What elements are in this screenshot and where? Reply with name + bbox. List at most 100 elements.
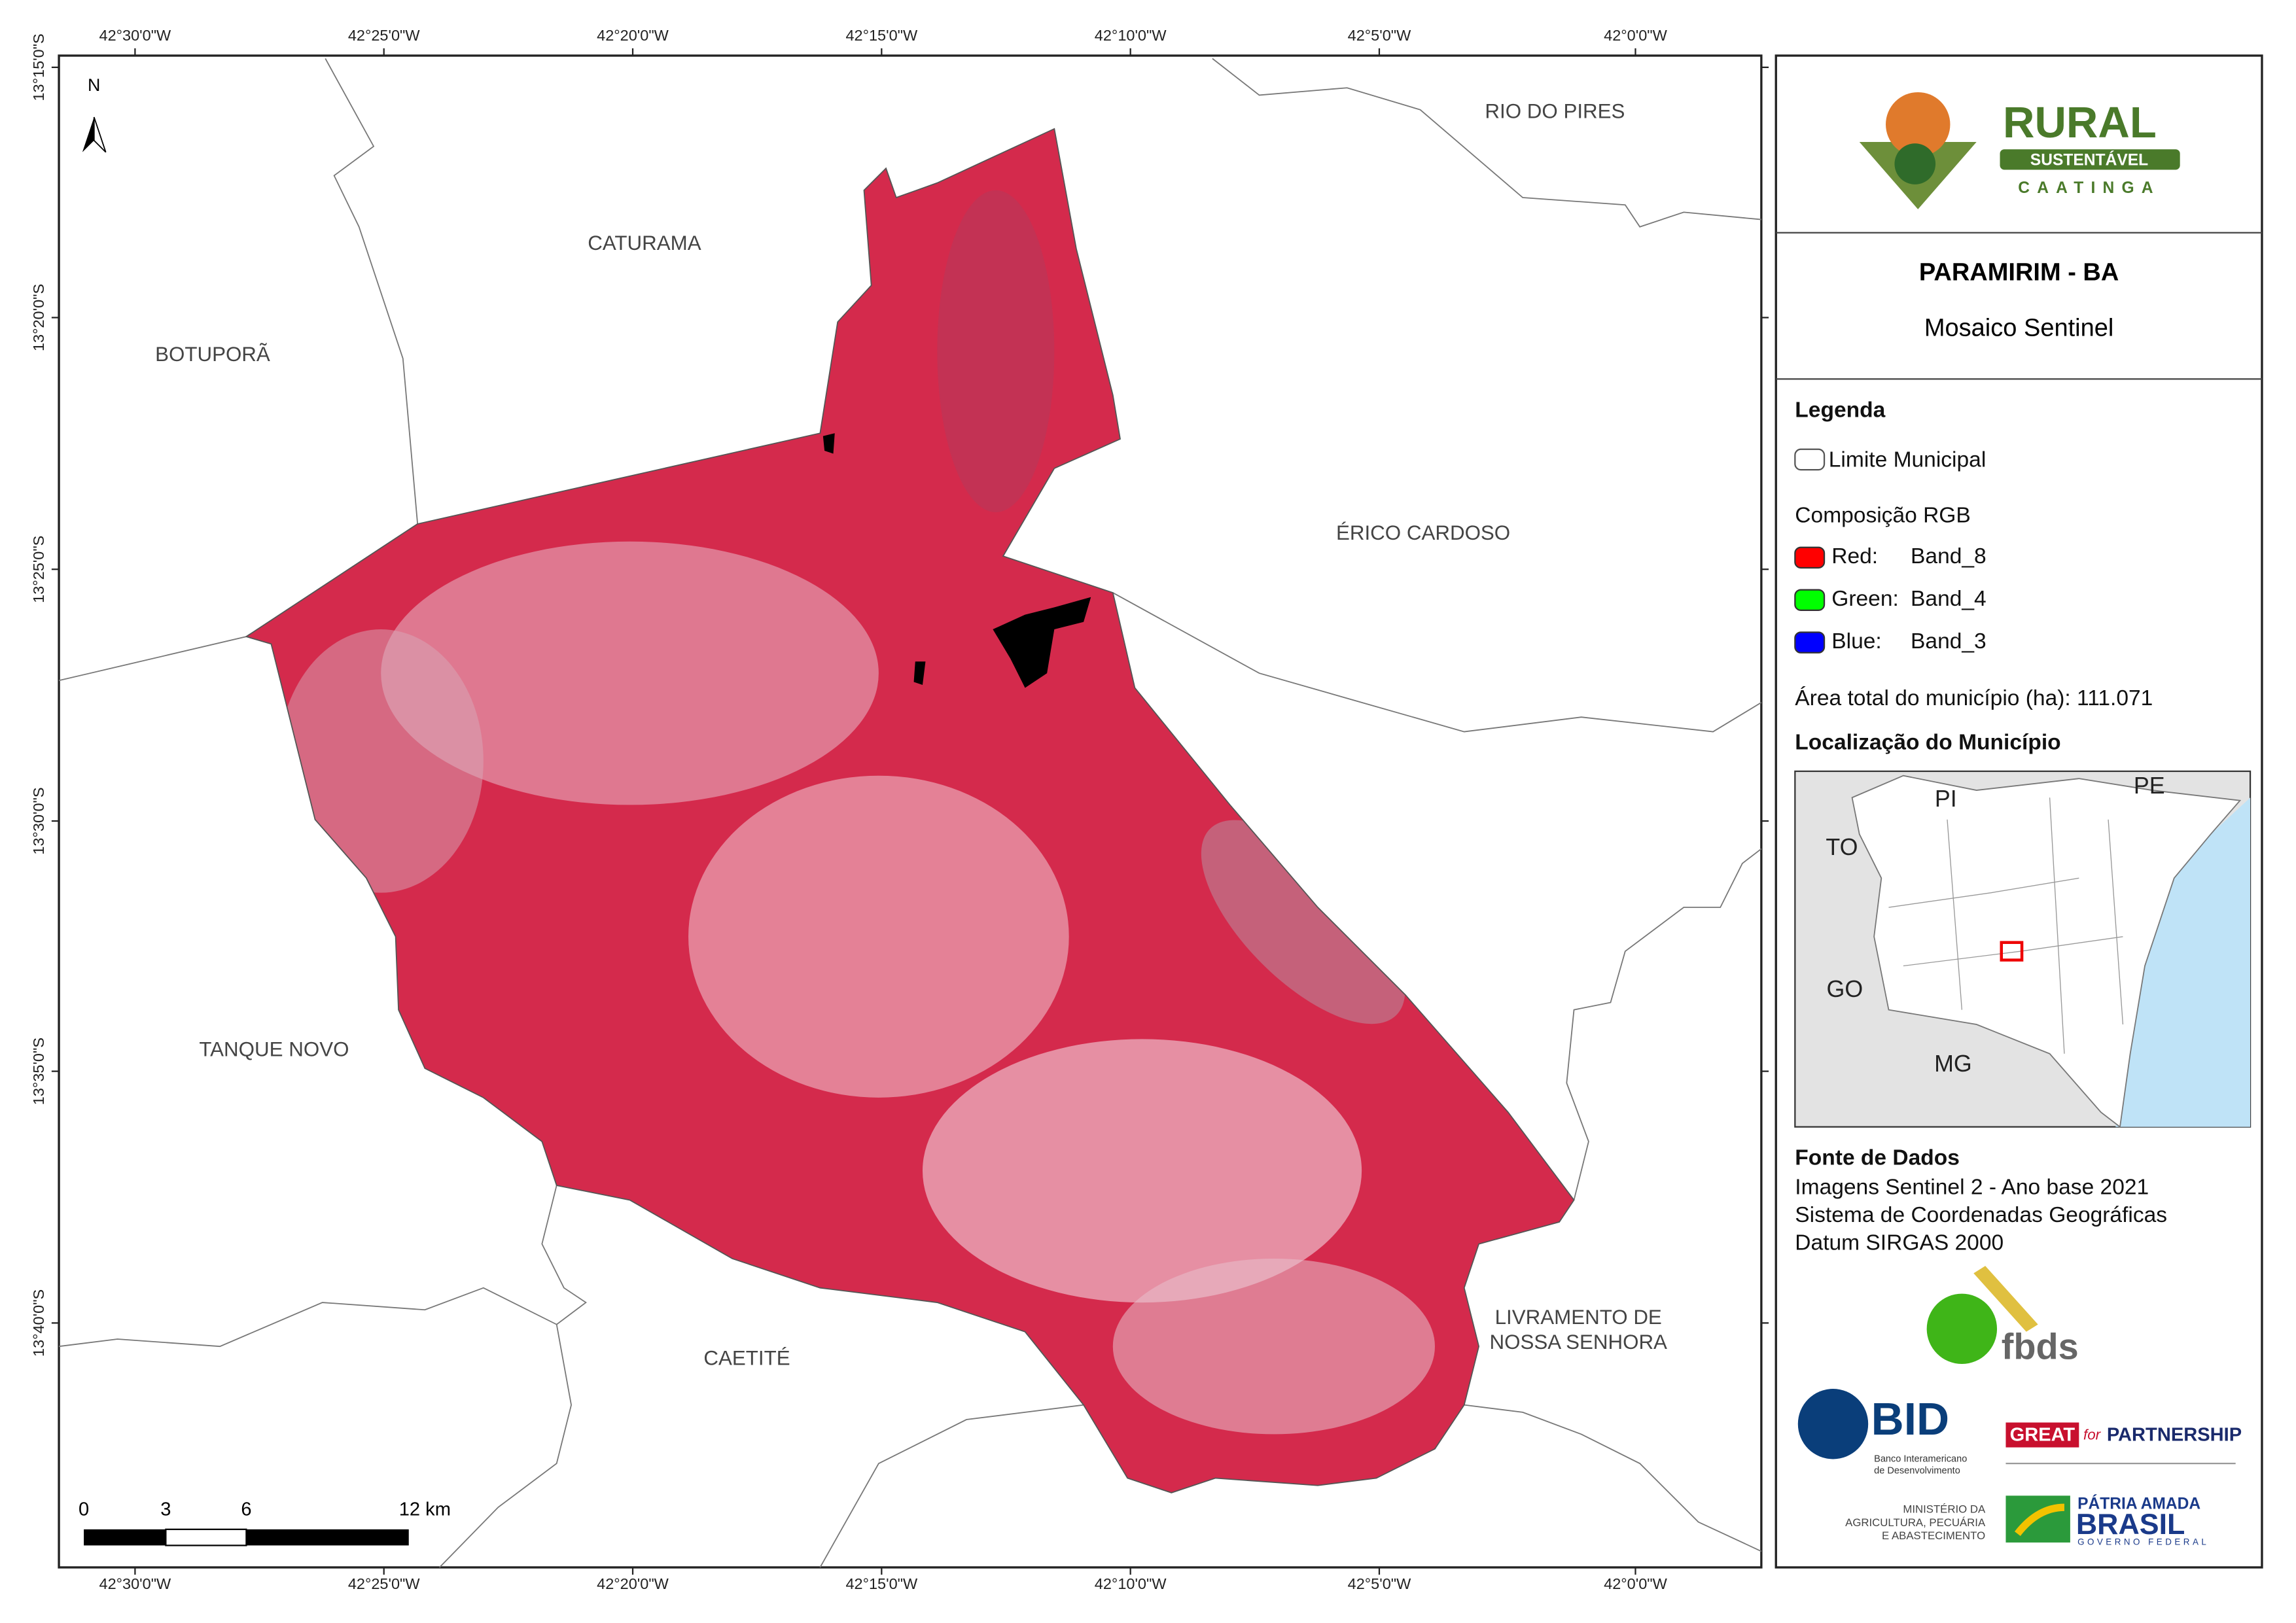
boundary-line	[1112, 592, 1762, 733]
latitude-label: 13°40'0"S	[30, 1289, 47, 1357]
place-label: CAETITÉ	[703, 1347, 790, 1370]
logo-shape	[1973, 1266, 2038, 1332]
scale-label: 6	[241, 1499, 251, 1520]
place-label: CATURAMA	[588, 232, 701, 254]
location-marker	[2000, 941, 2024, 962]
scale-bar	[84, 1528, 409, 1546]
longitude-label: 42°20'0"W	[597, 1575, 669, 1592]
logo-subtext: MINISTÉRIO DA AGRICULTURA, PECUÁRIA E ABAS…	[1845, 1503, 1986, 1542]
longitude-label: 42°30'0"W	[99, 1575, 172, 1592]
reservoir	[993, 597, 1091, 688]
longitude-label: 42°0'0"W	[1604, 1575, 1667, 1592]
arrow-half	[82, 116, 94, 152]
source-line: Sistema de Coordenadas Geográficas	[1795, 1203, 2167, 1227]
legend-band: Band_3	[1911, 629, 1987, 654]
dense-vegetation	[937, 190, 1055, 513]
longitude-label: 42°0'0"W	[1604, 27, 1667, 44]
legend-swatch	[1794, 448, 1826, 471]
scale-segment	[246, 1529, 409, 1546]
location-title: Localização do Município	[1795, 730, 2060, 754]
place-label: NOSSA SENHORA	[1489, 1331, 1667, 1353]
logo-text: SUSTENTÁVEL	[2030, 151, 2148, 169]
reservoir	[822, 433, 835, 454]
place-label: BOTUPORÃ	[155, 343, 270, 366]
legend-swatch	[1794, 589, 1826, 612]
logo-shape	[2014, 1503, 2065, 1537]
longitude-label: 42°10'0"W	[1095, 27, 1167, 44]
location-inset	[1794, 770, 2252, 1128]
inset-label: MG	[1934, 1051, 1972, 1077]
logo-text: GOVERNO FEDERAL	[2077, 1537, 2209, 1547]
scale-label: 0	[79, 1499, 89, 1520]
legend-band: Band_4	[1911, 587, 1987, 611]
place-label: RIO DO PIRES	[1485, 100, 1625, 123]
inset-label: PI	[1935, 786, 1957, 812]
cleared-area	[688, 775, 1069, 1098]
legend-channel: Green:	[1831, 587, 1899, 611]
logo-text: CAATINGA	[2018, 179, 2160, 197]
longitude-label: 42°25'0"W	[348, 1575, 421, 1592]
inset-label: TO	[1826, 834, 1858, 860]
legend-swatch	[1794, 546, 1826, 569]
great-logo: GREAT for PARTNERSHIP	[2005, 1422, 2242, 1465]
logo-band	[2005, 1422, 2079, 1448]
latitude-label: 13°25'0"S	[30, 536, 47, 603]
logo-sun	[1886, 92, 1951, 157]
area-text: Área total do município (ha): 111.071	[1795, 686, 2153, 710]
generated: 42°30'0"W 42°30'0"W 42°25'0"W 42°25'0"W 42°2…	[30, 27, 1769, 1592]
boundary-line	[819, 1404, 1084, 1568]
logo-subtext-line: E ABASTECIMENTO	[1882, 1529, 1985, 1542]
source-line: Datum SIRGAS 2000	[1795, 1230, 2004, 1255]
logo-text: fbds	[2002, 1325, 2079, 1367]
cleared-area	[278, 629, 484, 893]
government-logo: MINISTÉRIO DA AGRICULTURA, PECUÁRIA E ABAS…	[1845, 1494, 2209, 1547]
fbds-logo: fbds	[1926, 1266, 2079, 1367]
cleared-area	[922, 1039, 1362, 1303]
logo-ball	[1926, 1293, 1998, 1365]
longitude-label: 42°5'0"W	[1348, 27, 1411, 44]
longitude-label: 42°30'0"W	[99, 27, 172, 44]
logo-text: BID	[1871, 1393, 1949, 1444]
logo-subtext-line: AGRICULTURA, PECUÁRIA	[1845, 1516, 1986, 1529]
rock-outcrop	[1201, 820, 1405, 1024]
longitude-label: 42°10'0"W	[1095, 1575, 1167, 1592]
scale-label: 12 km	[399, 1499, 451, 1520]
boundary-line	[58, 1287, 557, 1348]
rural-logo: RURAL SUSTENTÁVEL CAATINGA	[1859, 92, 2180, 209]
legend-label: Limite Municipal	[1829, 448, 1987, 472]
arrow-half	[93, 116, 107, 153]
logo-subtext-line: de Desenvolvimento	[1874, 1465, 1960, 1476]
latitude-label: 13°15'0"S	[30, 33, 47, 101]
panel-title: PARAMIRIM - BA	[1919, 258, 2119, 286]
boundary-line	[1212, 58, 1761, 228]
logo-globe	[1797, 1389, 1869, 1459]
legend-channel: Red:	[1831, 544, 1878, 568]
north-label: N	[88, 75, 100, 95]
boundary-line	[1566, 848, 1762, 1200]
bid-logo: BID Banco Interamericano de Desenvolvimen…	[1797, 1389, 1967, 1476]
panel-subtitle: Mosaico Sentinel	[1924, 314, 2114, 341]
logo-text: PÁTRIA AMADA	[2077, 1494, 2200, 1512]
logo-subtext-line: MINISTÉRIO DA	[1903, 1503, 1986, 1516]
scale-segment	[165, 1528, 247, 1546]
legend-swatch	[1794, 631, 1826, 654]
logo-band	[2000, 149, 2180, 170]
logo-text: PARTNERSHIP	[2107, 1424, 2242, 1445]
inset-label: GO	[1827, 976, 1863, 1002]
longitude-label: 42°25'0"W	[348, 27, 421, 44]
logo-text: GREAT	[2010, 1424, 2075, 1445]
legend-subtitle: Composição RGB	[1795, 504, 1970, 528]
cleared-area	[1112, 1258, 1435, 1435]
logo-tree	[1894, 143, 1936, 184]
logo-subtext-line: Banco Interamericano	[1874, 1454, 1967, 1464]
source-title: Fonte de Dados	[1795, 1146, 1960, 1170]
inset-label: PE	[2134, 773, 2165, 799]
logo-text: RURAL	[2003, 98, 2157, 147]
place-label: LIVRAMENTO DE	[1495, 1306, 1662, 1329]
longitude-label: 42°5'0"W	[1348, 1575, 1411, 1592]
longitude-label: 42°15'0"W	[845, 1575, 918, 1592]
logo-text: BRASIL	[2076, 1508, 2185, 1541]
